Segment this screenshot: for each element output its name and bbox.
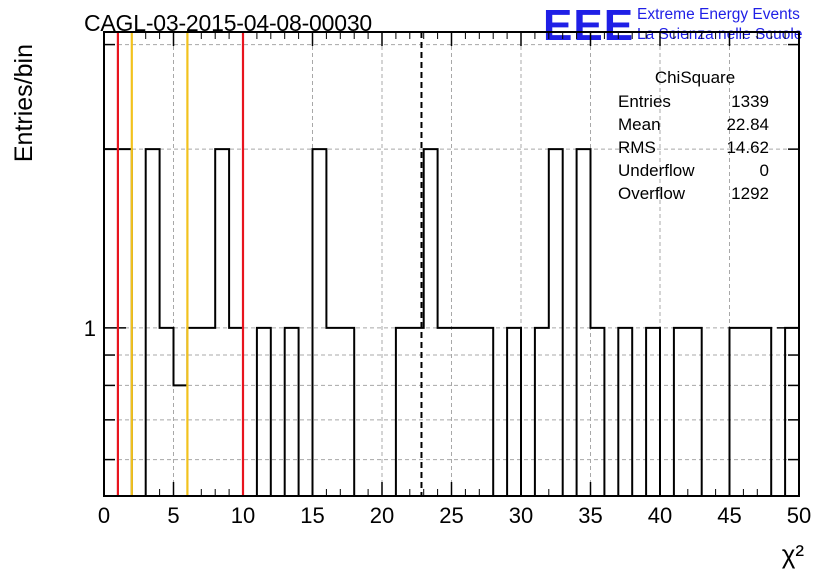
stats-label: Entries — [618, 92, 671, 111]
stats-label: RMS — [618, 138, 656, 157]
x-tick-label: 20 — [370, 503, 394, 528]
eee-logo-line1: Extreme Energy Events — [637, 6, 800, 23]
stats-value: 1339 — [731, 92, 769, 111]
eee-logo-line2: La Scienza nelle Scuole — [637, 26, 803, 43]
stats-value: 0 — [759, 161, 769, 180]
stats-value: 14.62 — [726, 138, 769, 157]
reference-lines — [116, 32, 423, 496]
plot-frame — [103, 31, 800, 497]
axis-tick-labels: 0 5 10 15 20 25 30 35 40 45 50 1 — [84, 316, 811, 528]
y-tick-label: 1 — [84, 316, 96, 341]
x-tick-label: 30 — [509, 503, 533, 528]
x-tick-label: 25 — [439, 503, 463, 528]
x-tick-label: 5 — [167, 503, 179, 528]
x-tick-label: 50 — [787, 503, 811, 528]
x-tick-label: 0 — [98, 503, 110, 528]
histogram-outline — [104, 148, 799, 496]
x-tick-label: 45 — [717, 503, 741, 528]
x-tick-label: 15 — [300, 503, 324, 528]
stats-label: Overflow — [618, 184, 686, 203]
stats-label: Mean — [618, 115, 661, 134]
stats-value: 1292 — [731, 184, 769, 203]
stats-row-mean: Mean 22.84 — [618, 115, 769, 137]
eee-logo: EEE Extreme Energy Events La Scienza nel… — [543, 4, 835, 48]
stats-value: 22.84 — [726, 115, 769, 134]
x-tick-label: 10 — [231, 503, 255, 528]
stats-title: ChiSquare — [654, 68, 736, 87]
stats-row-entries: Entries 1339 — [618, 92, 769, 114]
eee-logo-mark: EEE — [543, 1, 635, 50]
x-axis-label: χ² — [782, 539, 805, 569]
stats-label: Underflow — [618, 161, 695, 180]
x-tick-label: 40 — [648, 503, 672, 528]
y-axis-label: Entries/bin — [10, 44, 38, 162]
stats-row-underflow: Underflow 0 — [618, 161, 769, 183]
stats-row-rms: RMS 14.62 — [618, 138, 769, 160]
x-tick-label: 35 — [578, 503, 602, 528]
stats-row-overflow: Overflow 1292 — [618, 184, 769, 206]
